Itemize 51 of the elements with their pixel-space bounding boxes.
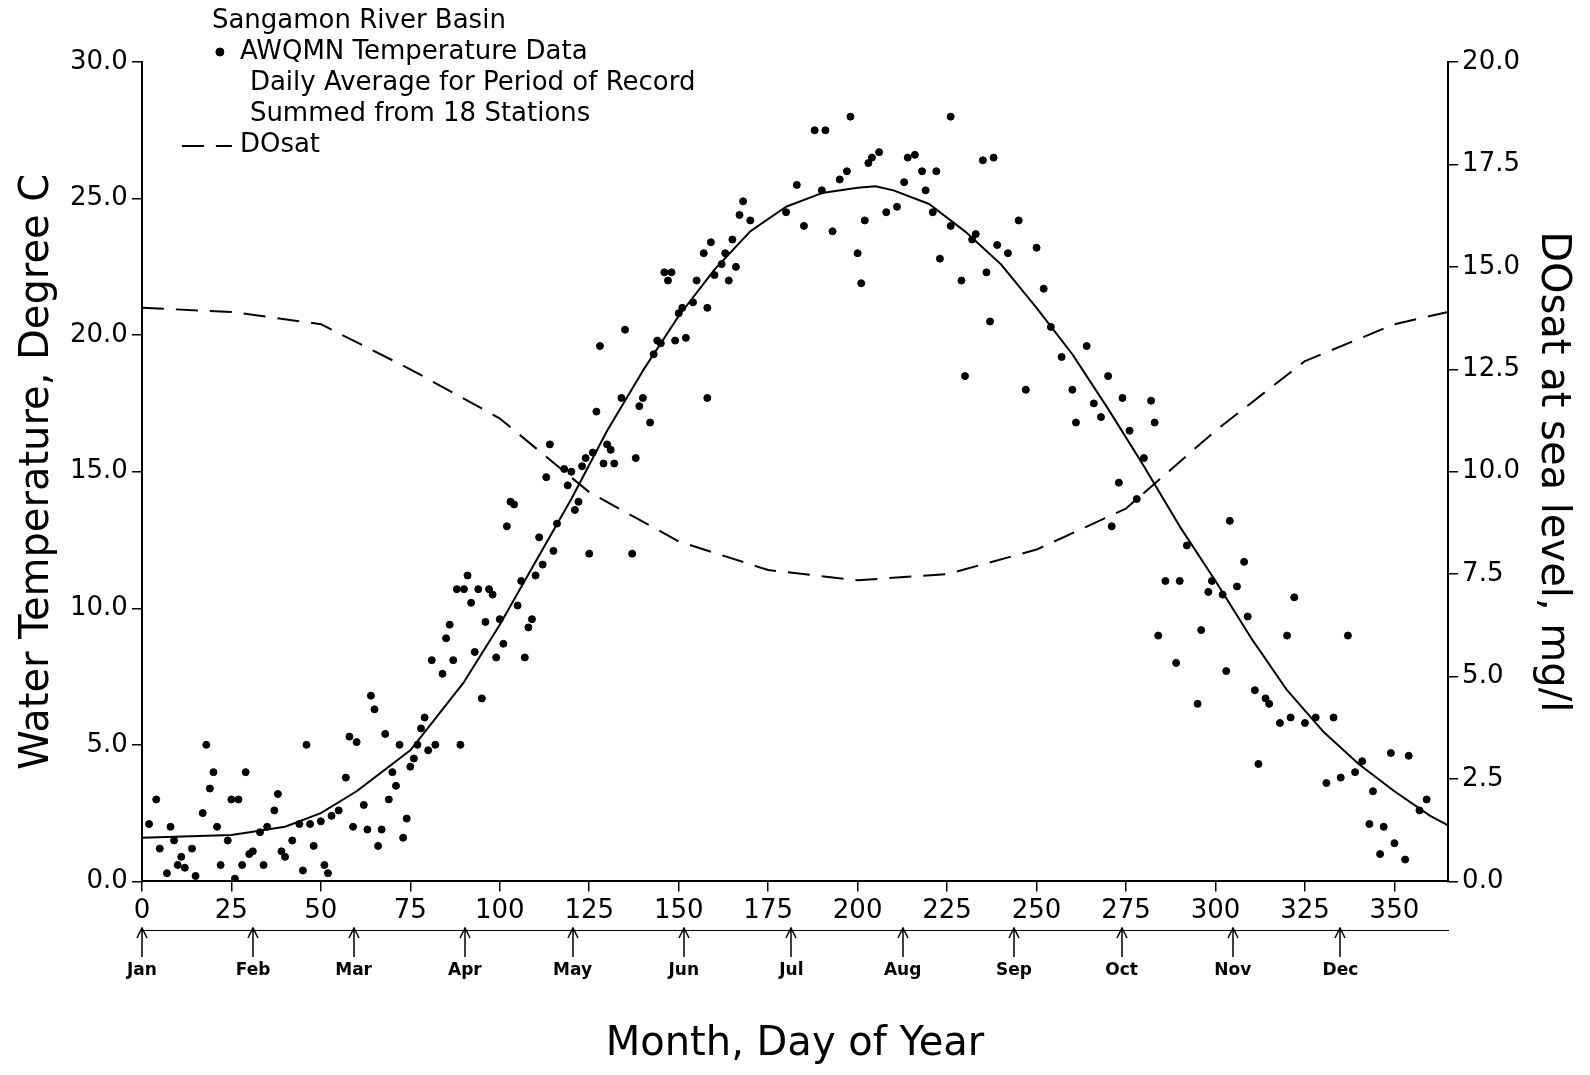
y-tick-label: 0.0 <box>86 864 128 895</box>
x2-tick-label: Jan <box>125 959 157 980</box>
x-tick-label: 275 <box>1101 893 1151 924</box>
x2-tick-label: May <box>553 959 592 980</box>
x-tick-label: 325 <box>1280 893 1330 924</box>
legend-label: AWQMN Temperature Data <box>239 34 588 65</box>
x2-tick-label: Dec <box>1322 959 1359 980</box>
legend-label: DOsat <box>239 127 321 158</box>
annotation: Summed from 18 Stations <box>249 96 591 127</box>
x-tick-label: 150 <box>653 893 704 924</box>
y2-axis-title: DOsat at sea level, mg/l <box>1532 231 1579 713</box>
x-tick-label: 300 <box>1190 893 1241 924</box>
x2-tick-label: Apr <box>448 959 483 980</box>
y2-tick-label: 7.5 <box>1462 556 1504 587</box>
x2-tick-label: Mar <box>335 959 373 980</box>
y2-tick-label: 2.5 <box>1462 761 1504 792</box>
y-axis-title: Water Temperature, Degree C <box>11 173 58 770</box>
annotation: Daily Average for Period of Record <box>249 65 696 96</box>
x-tick-label: 25 <box>214 893 248 924</box>
chart-title: Sangamon River Basin <box>211 3 506 34</box>
y-tick-label: 5.0 <box>86 727 128 758</box>
y-tick-label: 20.0 <box>70 317 128 348</box>
y-tick-label: 30.0 <box>70 44 128 75</box>
y2-tick-label: 0.0 <box>1462 864 1504 895</box>
x-axis-title: Month, Day of Year <box>605 1018 985 1065</box>
y2-tick-label: 10.0 <box>1462 454 1520 485</box>
x2-tick-label: Feb <box>235 959 271 980</box>
x-tick-label: 125 <box>564 893 615 924</box>
x2-tick-label: Sep <box>995 959 1032 980</box>
y-tick-label: 10.0 <box>70 591 128 622</box>
y2-tick-label: 17.5 <box>1462 147 1520 178</box>
y2-tick-label: 15.0 <box>1462 249 1520 280</box>
x-tick-label: 250 <box>1011 893 1062 924</box>
x2-tick-label: Jul <box>778 959 804 980</box>
x-tick-label: 200 <box>832 893 883 924</box>
x-tick-label: 175 <box>743 893 793 924</box>
x-tick-label: 350 <box>1369 893 1420 924</box>
y-tick-label: 25.0 <box>70 181 128 212</box>
x2-tick-label: Jun <box>667 959 700 980</box>
x-tick-label: 100 <box>474 893 525 924</box>
y2-tick-label: 20.0 <box>1462 44 1520 75</box>
x2-tick-label: Nov <box>1214 959 1252 980</box>
x2-tick-label: Oct <box>1105 959 1138 980</box>
y-tick-label: 15.0 <box>70 454 128 485</box>
x-tick-label: 225 <box>922 893 972 924</box>
x-tick-label: 50 <box>304 893 338 924</box>
x-tick-label: 75 <box>393 893 427 924</box>
y2-tick-label: 5.0 <box>1462 659 1504 690</box>
x2-tick-label: Aug <box>883 959 922 980</box>
x-tick-label: 0 <box>133 893 151 924</box>
y2-tick-label: 12.5 <box>1462 352 1520 383</box>
